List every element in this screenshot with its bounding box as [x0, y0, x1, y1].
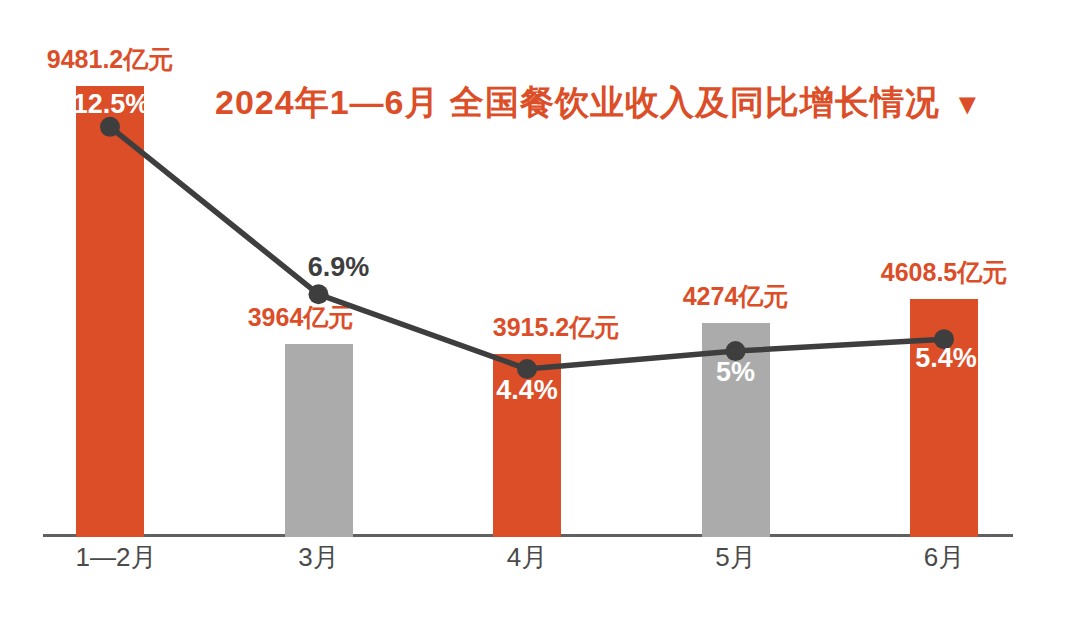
title-triangle-icon: ▼	[953, 86, 982, 121]
x-axis-tick-label: 5月	[715, 543, 755, 573]
x-axis-tick-label: 4月	[507, 543, 547, 573]
revenue-bar-2	[285, 344, 353, 537]
x-axis-tick-label: 6月	[924, 543, 964, 573]
revenue-bar-5	[910, 299, 978, 537]
bar-value-label: 4608.5亿元	[881, 258, 1007, 287]
restaurant-revenue-infographic: 2024年1—6月 全国餐饮业收入及同比增长情况 ▼ 9481.2亿元 3964亿…	[0, 0, 1074, 618]
growth-percent-label: 5%	[716, 359, 755, 386]
line-data-point	[309, 284, 329, 304]
bar-value-label: 9481.2亿元	[47, 45, 173, 74]
chart-title: 2024年1—6月 全国餐饮业收入及同比增长情况 ▼	[215, 80, 982, 126]
bar-value-label: 3964亿元	[248, 303, 354, 332]
chart-title-text: 2024年1—6月 全国餐饮业收入及同比增长情况	[215, 80, 940, 126]
growth-percent-label: 6.9%	[308, 254, 370, 281]
bar-value-label: 3915.2亿元	[493, 313, 619, 342]
x-axis-tick-label: 1—2月	[76, 543, 157, 573]
bar-value-label: 4274亿元	[683, 282, 789, 311]
revenue-bar-1	[76, 86, 144, 537]
growth-percent-label: 5.4%	[915, 345, 977, 372]
revenue-bar-4	[702, 323, 770, 537]
growth-percent-label: 12.5%	[73, 90, 150, 117]
growth-percent-label: 4.4%	[496, 377, 558, 404]
x-axis-tick-label: 3月	[298, 543, 338, 573]
